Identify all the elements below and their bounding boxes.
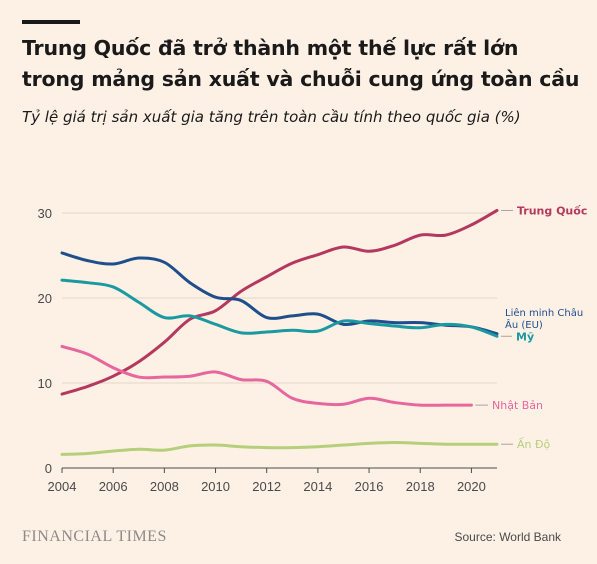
series-line-lien-minh-chau-au-eu — [60, 251, 499, 336]
y-tick-label: 30 — [38, 206, 52, 221]
x-tick-label: 2006 — [99, 479, 128, 494]
series-label-nhat-ban: Nhật Bản — [492, 399, 543, 412]
x-tick-label: 2014 — [303, 479, 332, 494]
x-tick-label: 2010 — [201, 479, 230, 494]
y-tick-label: 20 — [38, 291, 52, 306]
chart-title: Trung Quốc đã trở thành một thế lực rất … — [22, 36, 580, 91]
series-line-nhat-ban — [60, 344, 473, 407]
series-line-my — [60, 278, 499, 338]
x-axis: 2004 2006 2008 2010 2012 2014 2016 2018 2020 — [48, 468, 486, 494]
y-tick-label: 10 — [38, 376, 52, 391]
series-label-my: Mỹ — [516, 330, 534, 343]
y-axis: 0 10 20 30 — [38, 206, 52, 476]
series-line-an-do — [60, 441, 499, 456]
source-note: Source: World Bank — [454, 530, 562, 544]
y-tick-label: 0 — [45, 461, 52, 476]
top-rule — [22, 20, 80, 24]
series-line-trung-quoc — [60, 208, 499, 396]
brand-logo: FINANCIAL TIMES — [22, 528, 167, 545]
x-tick-label: 2004 — [48, 479, 77, 494]
chart-subtitle: Tỷ lệ giá trị sản xuất gia tăng trên toà… — [22, 108, 521, 126]
series-labels: Trung Quốc Liên minh Châu Âu (EU)Mỹ Nhật Bả… — [475, 204, 587, 451]
x-tick-label: 2016 — [355, 479, 384, 494]
series-lines — [60, 208, 499, 456]
series-label-an-do: Ấn Độ — [517, 437, 551, 451]
series-label-trung-quoc: Trung Quốc — [517, 204, 587, 217]
gridlines — [62, 212, 497, 469]
x-tick-label: 2008 — [150, 479, 179, 494]
x-tick-label: 2018 — [406, 479, 435, 494]
x-tick-label: 2020 — [457, 479, 486, 494]
series-label-lien-minh-chau-au-eu: Liên minh Châu Âu (EU) — [505, 307, 583, 331]
x-tick-label: 2012 — [252, 479, 281, 494]
